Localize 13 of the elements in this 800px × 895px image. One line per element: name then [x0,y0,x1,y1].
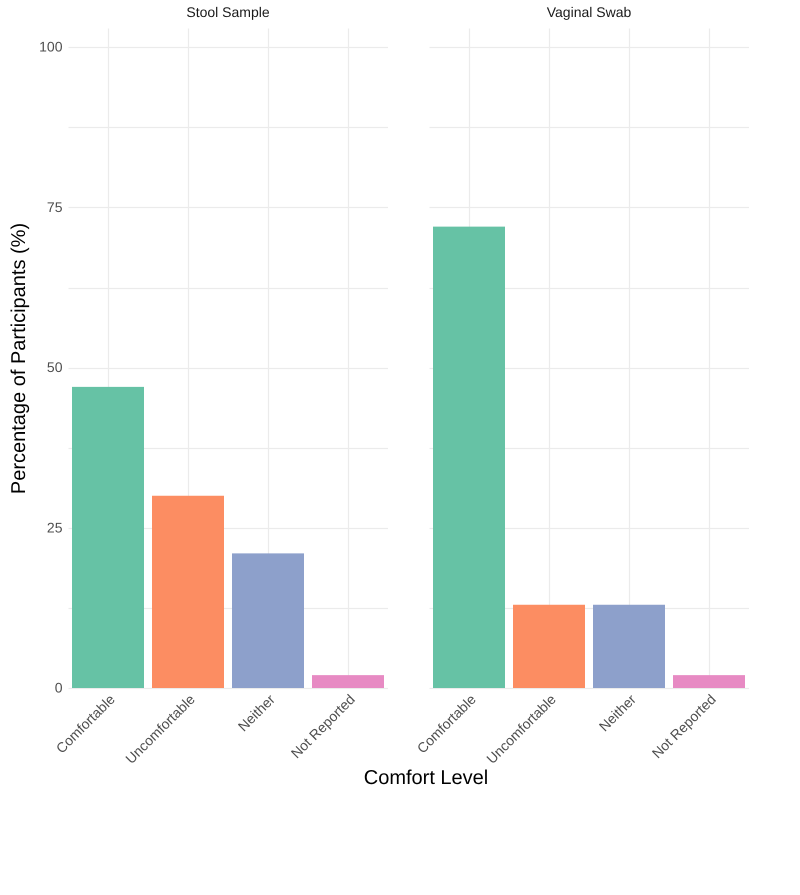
y-tick-label: 25 [46,519,63,536]
y-tick-label: 50 [46,359,63,376]
chart-title: Stool Sample [186,4,270,20]
bar [312,675,384,688]
y-tick-label: 75 [46,198,63,215]
chart-title: Vaginal Swab [546,4,632,20]
y-tick-label: 100 [39,38,63,55]
bar [232,553,304,688]
x-axis-title: Comfort Level [362,767,490,790]
bar [152,496,224,688]
y-axis-title: Percentage of Participants (%) [8,222,30,494]
y-tick-label: 0 [54,680,63,696]
bar [72,386,144,688]
